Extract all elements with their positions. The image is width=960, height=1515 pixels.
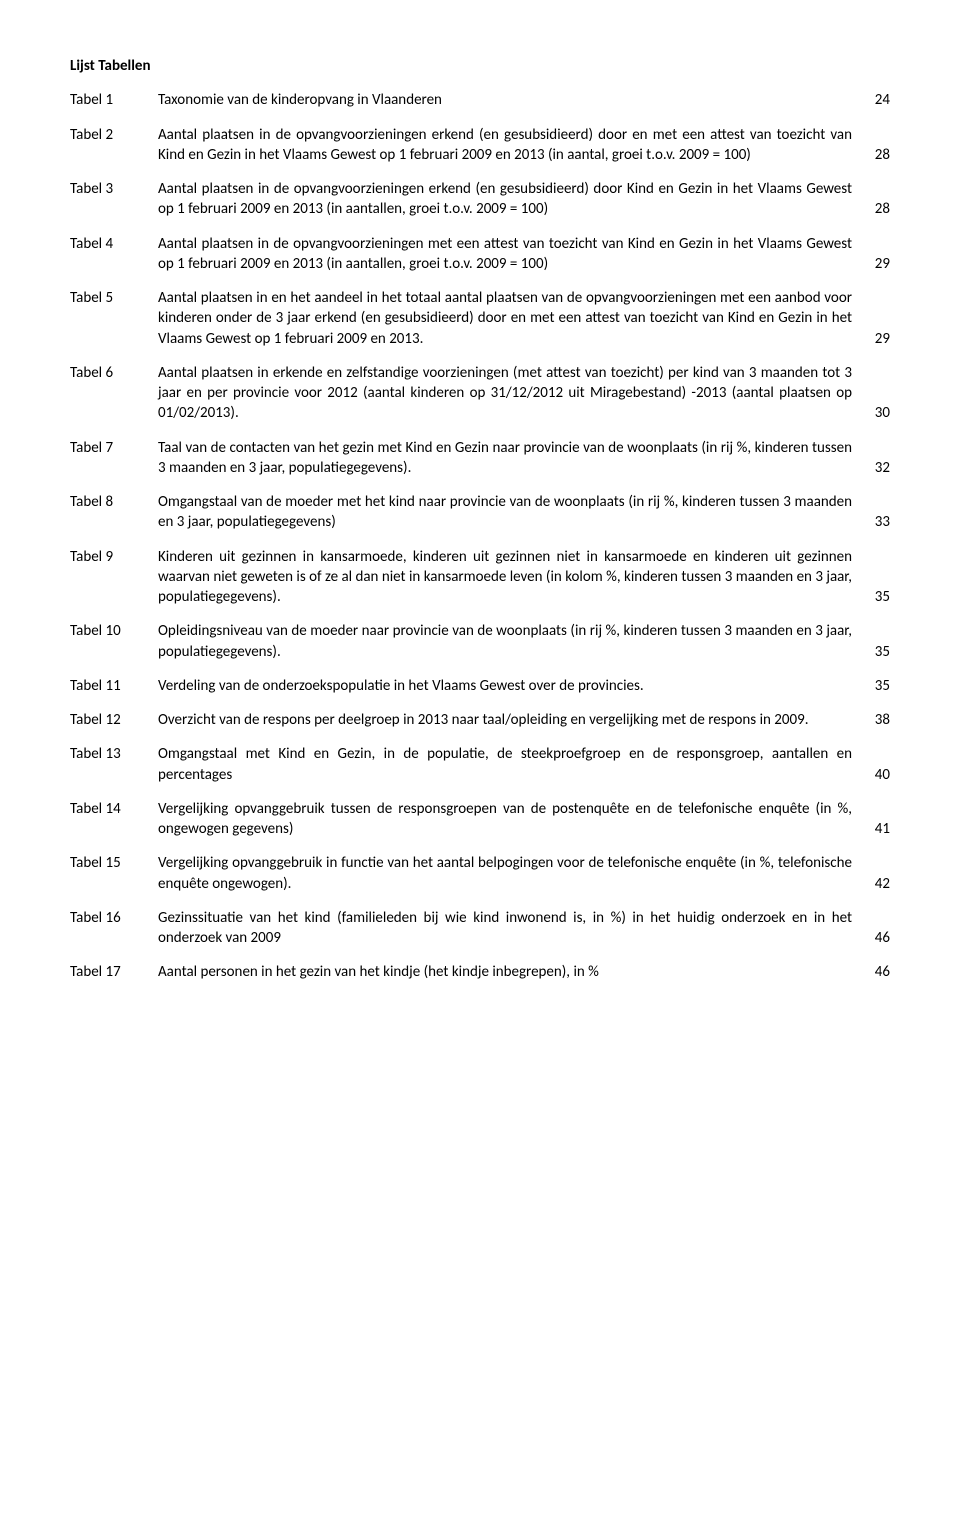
entry-body: Kinderen uit gezinnen in kansarmoede, ki… [158, 547, 890, 608]
list-item: Tabel 16Gezinssituatie van het kind (fam… [70, 908, 890, 949]
entry-description: Verdeling van de onderzoekspopulatie in … [158, 676, 862, 696]
list-item: Tabel 6Aantal plaatsen in erkende en zel… [70, 363, 890, 424]
list-item: Tabel 3Aantal plaatsen in de opvangvoorz… [70, 179, 890, 220]
entry-body: Vergelijking opvanggebruik tussen de res… [158, 799, 890, 840]
page-title: Lijst Tabellen [70, 56, 890, 76]
list-item: Tabel 12Overzicht van de respons per dee… [70, 710, 890, 730]
list-item: Tabel 4Aantal plaatsen in de opvangvoorz… [70, 234, 890, 275]
list-item: Tabel 7Taal van de contacten van het gez… [70, 438, 890, 479]
list-item: Tabel 9Kinderen uit gezinnen in kansarmo… [70, 547, 890, 608]
list-item: Tabel 11Verdeling van de onderzoekspopul… [70, 676, 890, 696]
entry-description: Gezinssituatie van het kind (familielede… [158, 908, 862, 949]
entry-page-number: 24 [862, 90, 890, 110]
entry-page-number: 38 [862, 710, 890, 730]
entry-body: Aantal plaatsen in erkende en zelfstandi… [158, 363, 890, 424]
entry-body: Aantal plaatsen in de opvangvoorzieninge… [158, 125, 890, 166]
entry-body: Aantal plaatsen in de opvangvoorzieninge… [158, 179, 890, 220]
entry-description: Opleidingsniveau van de moeder naar prov… [158, 621, 862, 662]
entry-description: Aantal plaatsen in erkende en zelfstandi… [158, 363, 862, 424]
list-item: Tabel 1Taxonomie van de kinderopvang in … [70, 90, 890, 110]
entry-page-number: 40 [862, 765, 890, 785]
entry-description: Kinderen uit gezinnen in kansarmoede, ki… [158, 547, 862, 608]
entry-page-number: 28 [862, 145, 890, 165]
entry-page-number: 41 [862, 819, 890, 839]
list-item: Tabel 17Aantal personen in het gezin van… [70, 962, 890, 982]
entry-label: Tabel 4 [70, 234, 158, 254]
entry-page-number: 42 [862, 874, 890, 894]
entry-label: Tabel 14 [70, 799, 158, 819]
list-item: Tabel 2Aantal plaatsen in de opvangvoorz… [70, 125, 890, 166]
entry-body: Omgangstaal met Kind en Gezin, in de pop… [158, 744, 890, 785]
entry-label: Tabel 1 [70, 90, 158, 110]
entry-label: Tabel 7 [70, 438, 158, 458]
entry-label: Tabel 9 [70, 547, 158, 567]
entry-description: Aantal personen in het gezin van het kin… [158, 962, 862, 982]
entry-page-number: 30 [862, 403, 890, 423]
entry-label: Tabel 8 [70, 492, 158, 512]
entry-label: Tabel 2 [70, 125, 158, 145]
entry-label: Tabel 6 [70, 363, 158, 383]
entry-body: Opleidingsniveau van de moeder naar prov… [158, 621, 890, 662]
entry-label: Tabel 10 [70, 621, 158, 641]
entry-description: Aantal plaatsen in de opvangvoorzieninge… [158, 234, 862, 275]
entry-body: Aantal plaatsen in de opvangvoorzieninge… [158, 234, 890, 275]
entry-label: Tabel 15 [70, 853, 158, 873]
entry-description: Vergelijking opvanggebruik tussen de res… [158, 799, 862, 840]
entry-body: Gezinssituatie van het kind (familielede… [158, 908, 890, 949]
entry-description: Taal van de contacten van het gezin met … [158, 438, 862, 479]
entry-page-number: 35 [862, 642, 890, 662]
entry-body: Aantal personen in het gezin van het kin… [158, 962, 890, 982]
entry-description: Omgangstaal van de moeder met het kind n… [158, 492, 862, 533]
entry-description: Aantal plaatsen in de opvangvoorzieninge… [158, 125, 862, 166]
entry-label: Tabel 5 [70, 288, 158, 308]
entry-description: Vergelijking opvanggebruik in functie va… [158, 853, 862, 894]
entry-label: Tabel 16 [70, 908, 158, 928]
entry-page-number: 35 [862, 676, 890, 696]
entry-page-number: 46 [862, 928, 890, 948]
list-item: Tabel 14Vergelijking opvanggebruik tusse… [70, 799, 890, 840]
entry-body: Overzicht van de respons per deelgroep i… [158, 710, 890, 730]
entry-description: Omgangstaal met Kind en Gezin, in de pop… [158, 744, 862, 785]
list-item: Tabel 5Aantal plaatsen in en het aandeel… [70, 288, 890, 349]
entry-page-number: 29 [862, 254, 890, 274]
list-item: Tabel 15Vergelijking opvanggebruik in fu… [70, 853, 890, 894]
entry-label: Tabel 3 [70, 179, 158, 199]
entry-description: Aantal plaatsen in de opvangvoorzieninge… [158, 179, 862, 220]
entry-page-number: 29 [862, 329, 890, 349]
entry-label: Tabel 11 [70, 676, 158, 696]
entry-body: Taxonomie van de kinderopvang in Vlaande… [158, 90, 890, 110]
list-item: Tabel 10Opleidingsniveau van de moeder n… [70, 621, 890, 662]
entry-label: Tabel 17 [70, 962, 158, 982]
entry-body: Aantal plaatsen in en het aandeel in het… [158, 288, 890, 349]
entry-body: Vergelijking opvanggebruik in functie va… [158, 853, 890, 894]
list-item: Tabel 8Omgangstaal van de moeder met het… [70, 492, 890, 533]
entry-page-number: 28 [862, 199, 890, 219]
entry-page-number: 33 [862, 512, 890, 532]
entry-page-number: 46 [862, 962, 890, 982]
table-list: Tabel 1Taxonomie van de kinderopvang in … [70, 90, 890, 982]
entry-description: Overzicht van de respons per deelgroep i… [158, 710, 862, 730]
entry-body: Omgangstaal van de moeder met het kind n… [158, 492, 890, 533]
entry-body: Verdeling van de onderzoekspopulatie in … [158, 676, 890, 696]
entry-body: Taal van de contacten van het gezin met … [158, 438, 890, 479]
entry-page-number: 35 [862, 587, 890, 607]
list-item: Tabel 13Omgangstaal met Kind en Gezin, i… [70, 744, 890, 785]
entry-label: Tabel 12 [70, 710, 158, 730]
entry-description: Taxonomie van de kinderopvang in Vlaande… [158, 90, 862, 110]
entry-label: Tabel 13 [70, 744, 158, 764]
entry-description: Aantal plaatsen in en het aandeel in het… [158, 288, 862, 349]
entry-page-number: 32 [862, 458, 890, 478]
